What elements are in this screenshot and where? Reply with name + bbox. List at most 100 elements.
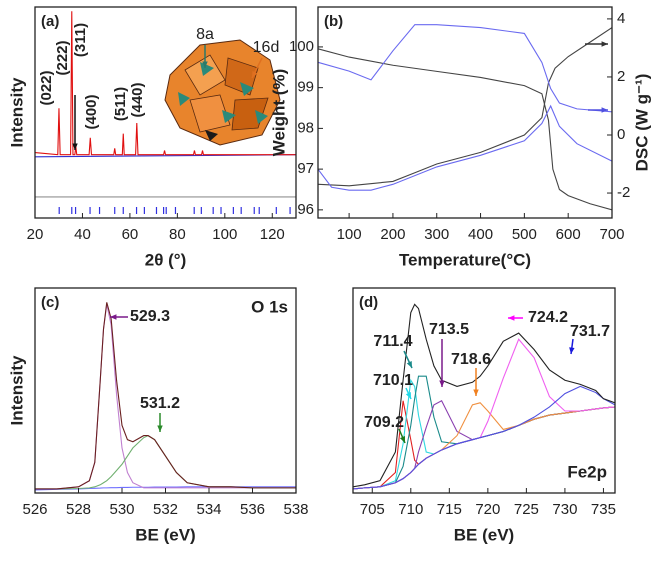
x-tick-label: 300 — [424, 226, 449, 243]
plot-frame — [352, 287, 616, 494]
x-tick-label: 705 — [360, 501, 385, 518]
x-tick-label: 532 — [153, 501, 178, 518]
panel-label: (a) — [41, 13, 59, 30]
octahedron — [184, 54, 226, 96]
arrow-head — [569, 347, 575, 354]
y2-tick-label: 4 — [617, 10, 625, 27]
peak-annotation: 718.6 — [451, 351, 491, 368]
peak-annotation: 713.5 — [429, 321, 469, 338]
arrow-head — [601, 41, 608, 47]
y-axis-label: Weight (%) — [269, 69, 288, 157]
peak-annotation: 710.1 — [373, 372, 413, 389]
panel-label: (b) — [324, 13, 343, 30]
x-axis-label: 2θ (°) — [145, 250, 187, 269]
y-tick-label: 99 — [297, 79, 314, 96]
y-tick-label: 96 — [297, 201, 314, 218]
x-tick-label: 20 — [27, 226, 44, 243]
panel-label: (c) — [41, 294, 59, 311]
peak-label: (511) — [112, 87, 129, 121]
x-axis-label: BE (eV) — [135, 525, 195, 544]
arrow-head — [202, 61, 208, 68]
peak-label: (440) — [129, 82, 146, 117]
series-line — [318, 104, 612, 191]
arrow-head — [110, 314, 117, 320]
x-axis-label: Temperature(°C) — [399, 250, 531, 269]
x-tick-label: 534 — [196, 501, 221, 518]
series-line — [353, 385, 615, 490]
arrow-head — [157, 425, 163, 432]
peak-label: (311) — [72, 23, 89, 57]
x-tick-label: 530 — [109, 501, 134, 518]
x-tick-label: 700 — [599, 226, 624, 243]
x-tick-label: 715 — [437, 501, 462, 518]
plot-frame — [34, 6, 297, 219]
x-tick-label: 500 — [512, 226, 537, 243]
arrow-head — [473, 389, 479, 396]
panel-title: Fe2p — [567, 462, 607, 481]
series-line — [35, 434, 296, 490]
x-tick-label: 720 — [475, 501, 500, 518]
series-line — [353, 303, 615, 488]
inset-label: 8a — [196, 26, 214, 43]
y2-axis-label: DSC (W g⁻¹) — [632, 74, 651, 172]
arrow-head — [252, 71, 258, 78]
series-line — [35, 302, 296, 490]
tetrahedron — [205, 130, 218, 141]
x-tick-label: 100 — [337, 226, 362, 243]
x-tick-label: 600 — [556, 226, 581, 243]
peak-annotation: 709.2 — [364, 414, 404, 431]
y-tick-label: 100 — [289, 38, 314, 55]
peak-label: (222) — [54, 40, 71, 75]
arrow-head — [72, 143, 78, 150]
panel-label: (d) — [359, 294, 378, 311]
tetrahedron — [255, 110, 268, 124]
tetrahedron — [222, 110, 236, 123]
x-tick-label: 200 — [380, 226, 405, 243]
y2-tick-label: 0 — [617, 126, 625, 143]
x-tick-label: 725 — [514, 501, 539, 518]
x-tick-label: 538 — [283, 501, 308, 518]
octahedron — [224, 57, 259, 96]
y-axis-label: Intensity — [7, 355, 26, 425]
x-axis-label: BE (eV) — [454, 525, 514, 544]
series-line — [318, 24, 612, 113]
crystal-inset — [164, 39, 281, 146]
peak-annotation: 731.7 — [570, 323, 610, 340]
peak-annotation: 529.3 — [130, 308, 170, 325]
x-tick-label: 60 — [122, 226, 139, 243]
x-tick-label: 80 — [169, 226, 186, 243]
arrow-head — [405, 392, 411, 399]
plot-frame — [317, 6, 613, 219]
y2-tick-label: 2 — [617, 68, 625, 85]
tetrahedron — [178, 92, 190, 106]
x-tick-label: 40 — [74, 226, 91, 243]
octahedron — [189, 94, 231, 133]
x-tick-label: 536 — [240, 501, 265, 518]
tetrahedron — [240, 82, 254, 96]
y-tick-label: 97 — [297, 160, 314, 177]
arrow-head — [439, 380, 445, 387]
x-tick-label: 730 — [552, 501, 577, 518]
arrow-head — [508, 315, 515, 321]
x-tick-label: 528 — [66, 501, 91, 518]
x-tick-label: 120 — [260, 226, 285, 243]
y-tick-label: 98 — [297, 119, 314, 136]
y2-tick-label: -2 — [617, 184, 630, 201]
arrow-head — [406, 361, 412, 368]
series-line — [318, 48, 612, 211]
peak-label: (400) — [83, 94, 100, 129]
inset-label: 16d — [253, 39, 280, 56]
x-tick-label: 100 — [212, 226, 237, 243]
x-tick-label: 710 — [398, 501, 423, 518]
arrow-head — [601, 107, 608, 113]
peak-annotation: 711.4 — [373, 333, 412, 350]
panel-title: O 1s — [251, 297, 288, 316]
series-line — [35, 11, 296, 156]
arrow-head — [399, 436, 405, 443]
tetrahedron — [200, 62, 214, 76]
x-tick-label: 400 — [468, 226, 493, 243]
y-axis-label: Intensity — [7, 77, 26, 147]
peak-annotation: 531.2 — [140, 395, 180, 412]
peak-annotation: 724.2 — [528, 309, 568, 326]
